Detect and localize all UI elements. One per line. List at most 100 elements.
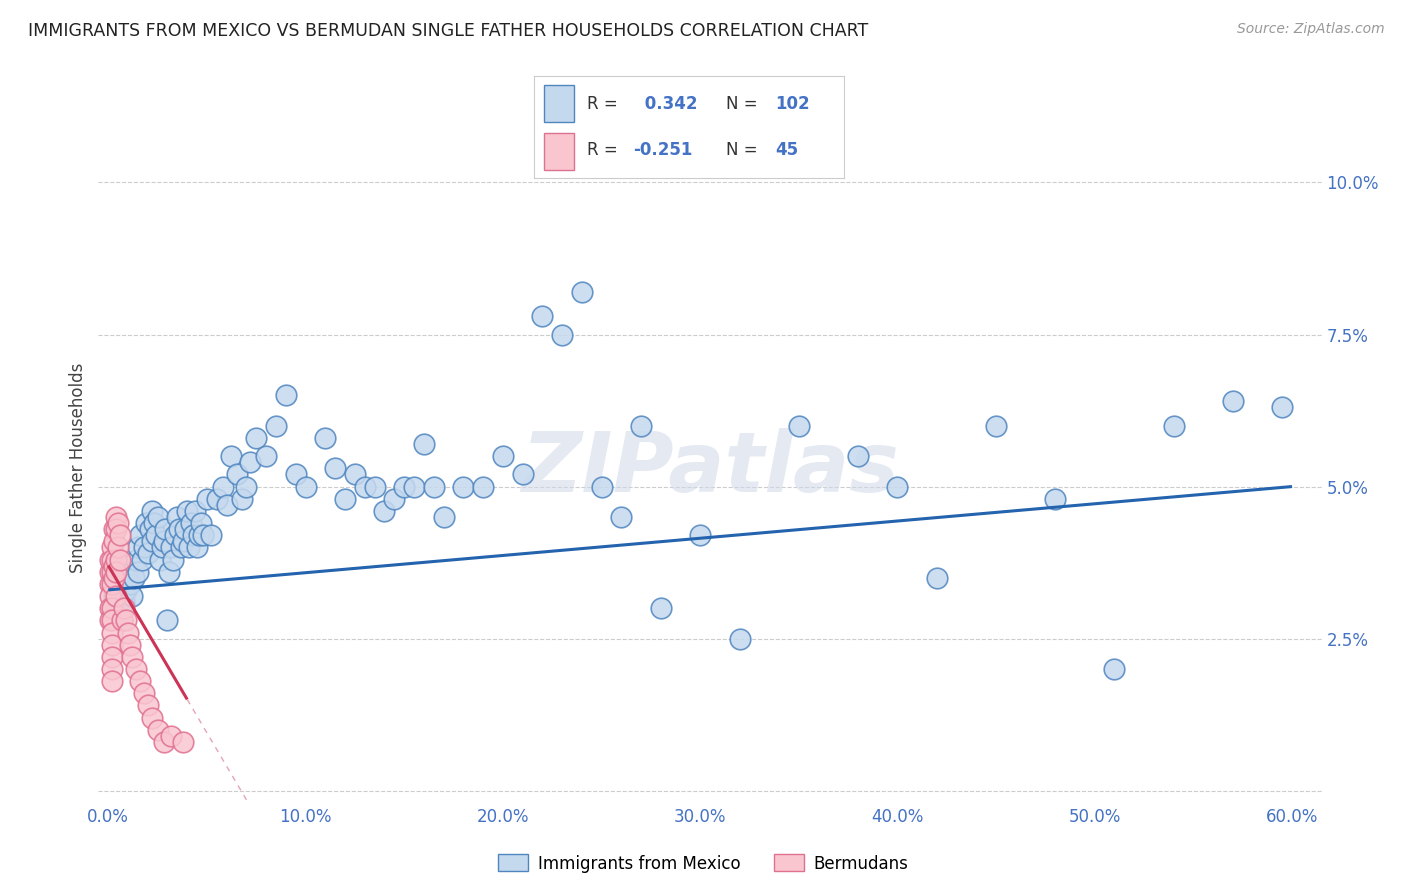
Text: IMMIGRANTS FROM MEXICO VS BERMUDAN SINGLE FATHER HOUSEHOLDS CORRELATION CHART: IMMIGRANTS FROM MEXICO VS BERMUDAN SINGL… <box>28 22 869 40</box>
Point <box>112 595 135 609</box>
Point <box>107 601 129 615</box>
Point <box>98 565 121 579</box>
Point <box>413 437 436 451</box>
Point <box>333 491 356 506</box>
Point <box>117 565 139 579</box>
Point <box>105 565 128 579</box>
Text: N =: N = <box>725 141 758 159</box>
Point <box>101 649 124 664</box>
Point <box>382 491 405 506</box>
Point <box>846 449 869 463</box>
Point <box>512 467 534 482</box>
Point <box>98 577 121 591</box>
Point <box>152 735 174 749</box>
Point <box>787 418 810 433</box>
Point <box>149 552 172 566</box>
FancyBboxPatch shape <box>544 133 575 170</box>
Point <box>200 528 222 542</box>
Y-axis label: Single Father Households: Single Father Households <box>69 363 87 574</box>
Point <box>101 674 124 689</box>
Point <box>105 510 128 524</box>
Point <box>103 534 125 549</box>
Point <box>128 528 150 542</box>
Point <box>155 522 177 536</box>
Point <box>215 498 238 512</box>
Point <box>103 589 125 603</box>
Point <box>141 534 163 549</box>
Point <box>630 418 652 433</box>
Point <box>363 479 385 493</box>
Point <box>195 491 218 506</box>
Point <box>531 310 554 324</box>
Point <box>984 418 1007 433</box>
Text: 102: 102 <box>776 95 810 112</box>
Text: N =: N = <box>725 95 758 112</box>
Point <box>132 541 155 555</box>
Point <box>245 431 267 445</box>
Point <box>127 541 149 555</box>
Point <box>172 735 194 749</box>
Point <box>166 510 188 524</box>
Point <box>98 589 121 603</box>
Point <box>101 541 124 555</box>
Point <box>118 638 141 652</box>
Point <box>571 285 593 299</box>
Point <box>121 649 143 664</box>
Point <box>125 662 148 676</box>
Point <box>191 528 214 542</box>
Point <box>314 431 336 445</box>
Text: 45: 45 <box>776 141 799 159</box>
Point <box>294 479 316 493</box>
Point <box>103 558 125 573</box>
Point <box>108 552 131 566</box>
Point <box>925 571 948 585</box>
Text: -0.251: -0.251 <box>633 141 693 159</box>
Point <box>103 571 125 585</box>
Text: R =: R = <box>586 95 617 112</box>
Point <box>138 522 160 536</box>
Point <box>225 467 247 482</box>
Legend: Immigrants from Mexico, Bermudans: Immigrants from Mexico, Bermudans <box>491 847 915 880</box>
Point <box>117 625 139 640</box>
Point <box>1163 418 1185 433</box>
Point <box>472 479 495 493</box>
Point <box>150 541 173 555</box>
Point <box>392 479 416 493</box>
Point <box>117 571 139 585</box>
Point <box>152 534 174 549</box>
Point <box>146 510 169 524</box>
Point <box>98 613 121 627</box>
Point <box>131 552 153 566</box>
Point <box>165 528 187 542</box>
FancyBboxPatch shape <box>544 85 575 122</box>
Point <box>121 589 143 603</box>
Point <box>162 552 184 566</box>
Point <box>353 479 375 493</box>
Point <box>323 461 346 475</box>
Point <box>160 729 183 743</box>
Point <box>156 613 179 627</box>
Point <box>433 510 456 524</box>
Point <box>610 510 633 524</box>
Point <box>98 601 121 615</box>
Point <box>235 479 257 493</box>
Point <box>551 327 574 342</box>
Point <box>169 522 191 536</box>
Text: Source: ZipAtlas.com: Source: ZipAtlas.com <box>1237 22 1385 37</box>
Point <box>132 686 155 700</box>
Point <box>146 723 169 737</box>
Point <box>107 541 129 555</box>
Point <box>160 541 183 555</box>
Text: ZIPatlas: ZIPatlas <box>522 428 898 508</box>
Point <box>115 582 138 597</box>
Point <box>274 388 297 402</box>
Point <box>190 516 212 530</box>
Point <box>142 516 165 530</box>
Point <box>101 613 124 627</box>
Point <box>211 479 233 493</box>
Point <box>284 467 307 482</box>
Text: 0.342: 0.342 <box>640 95 697 112</box>
Point <box>176 504 198 518</box>
Point <box>118 577 141 591</box>
Point <box>128 674 150 689</box>
